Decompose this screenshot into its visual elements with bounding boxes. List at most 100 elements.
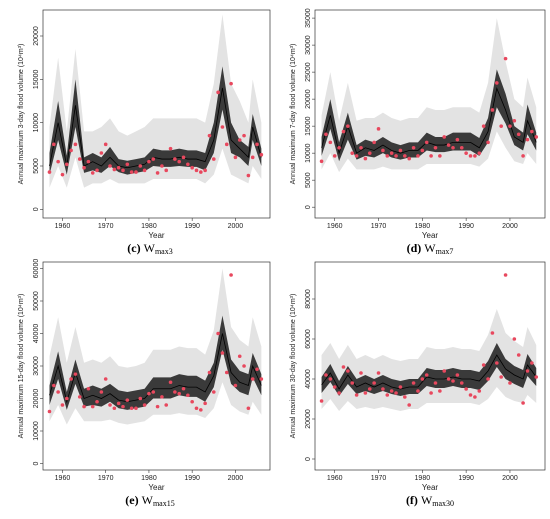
- observed-point: [455, 373, 460, 377]
- observed-point: [129, 170, 134, 174]
- observed-point: [168, 146, 173, 151]
- observed-point: [69, 148, 73, 153]
- observed-point: [372, 381, 376, 385]
- observed-point: [199, 408, 203, 412]
- observed-point: [52, 142, 56, 147]
- observed-point: [420, 148, 425, 153]
- inner-band: [49, 66, 262, 175]
- observed-point: [433, 381, 438, 385]
- observed-point: [56, 390, 60, 394]
- observed-point: [259, 377, 264, 381]
- observed-point: [424, 140, 429, 145]
- observed-point: [385, 393, 390, 397]
- observed-point: [359, 145, 363, 150]
- observed-point: [403, 154, 407, 158]
- x-tick-label: 1960: [55, 475, 71, 482]
- observed-point: [147, 391, 151, 396]
- observed-point: [446, 143, 451, 147]
- observed-point: [224, 370, 229, 375]
- observed-point: [86, 159, 91, 164]
- observed-point: [495, 81, 499, 85]
- observed-point: [503, 56, 508, 61]
- observed-point: [47, 409, 52, 414]
- observed-point: [508, 381, 512, 385]
- y-tick-label: 5000: [305, 172, 312, 188]
- x-tick-label: 1990: [458, 475, 474, 482]
- observed-point: [424, 373, 429, 377]
- x-tick-label: 1970: [98, 475, 114, 482]
- y-tick-label: 10000: [33, 421, 40, 441]
- observed-point: [186, 162, 190, 167]
- observed-point: [220, 351, 225, 355]
- observed-point: [451, 379, 455, 383]
- observed-point: [530, 361, 534, 365]
- inner-band: [321, 69, 537, 162]
- observed-point: [438, 154, 442, 158]
- panel: 1960 1970 1980 1990 200001000020000300004000…: [18, 259, 271, 508]
- observed-point: [103, 142, 108, 147]
- observed-point: [486, 377, 490, 381]
- caption-subscript: max15: [153, 499, 175, 508]
- observed-point: [367, 151, 372, 155]
- observed-point: [416, 154, 420, 158]
- observed-point: [246, 406, 251, 411]
- observed-point: [255, 142, 259, 147]
- observed-point: [116, 165, 121, 170]
- y-tick-label: 50000: [33, 291, 40, 311]
- y-tick-label: 30000: [33, 356, 40, 376]
- observed-point: [250, 155, 255, 160]
- observed-point: [398, 385, 403, 389]
- observed-point: [468, 393, 473, 397]
- x-tick-label: 1980: [415, 475, 431, 482]
- x-axis-label: Year: [422, 231, 439, 240]
- observed-point: [341, 365, 346, 369]
- observed-point: [346, 124, 350, 128]
- observed-point: [237, 354, 242, 359]
- observed-point: [534, 135, 539, 139]
- observed-point: [411, 381, 416, 385]
- observed-point: [451, 145, 455, 150]
- observed-point: [164, 168, 169, 173]
- observed-point: [233, 155, 238, 160]
- caption-title: W: [142, 493, 154, 507]
- observed-point: [332, 385, 337, 389]
- observed-point: [407, 403, 411, 407]
- observed-point: [103, 377, 108, 381]
- observed-point: [112, 167, 117, 172]
- observed-point: [350, 381, 355, 385]
- caption: (e) Wmax15: [125, 493, 174, 508]
- y-tick-label: 5000: [33, 158, 40, 174]
- observed-point: [394, 154, 398, 158]
- observed-point: [224, 142, 229, 147]
- observed-point: [521, 401, 525, 405]
- observed-point: [381, 148, 385, 153]
- observed-point: [403, 395, 407, 399]
- observed-point: [525, 137, 530, 142]
- caption-tag: (f): [406, 493, 418, 507]
- observed-point: [125, 398, 130, 402]
- observed-point: [211, 157, 216, 161]
- observed-point: [60, 403, 65, 407]
- observed-point: [473, 154, 477, 158]
- observed-point: [242, 364, 246, 368]
- observed-point: [116, 401, 121, 406]
- observed-point: [459, 381, 464, 385]
- observed-point: [194, 168, 199, 173]
- x-tick-label: 2000: [228, 223, 244, 230]
- observed-point: [181, 386, 186, 391]
- observed-point: [203, 168, 207, 173]
- caption-title: W: [424, 241, 436, 255]
- observed-point: [177, 391, 181, 396]
- observed-point: [64, 396, 69, 401]
- observed-point: [73, 372, 78, 376]
- observed-point: [47, 170, 52, 174]
- observed-point: [173, 390, 177, 394]
- observed-point: [134, 406, 138, 411]
- observed-point: [521, 154, 525, 158]
- y-tick-label: 0: [33, 461, 40, 465]
- observed-point: [77, 157, 82, 161]
- observed-point: [367, 387, 372, 391]
- x-tick-label: 1990: [184, 223, 200, 230]
- observed-point: [207, 370, 212, 375]
- panel: 1960 1970 1980 1990 200002000040000600008000…: [290, 261, 546, 508]
